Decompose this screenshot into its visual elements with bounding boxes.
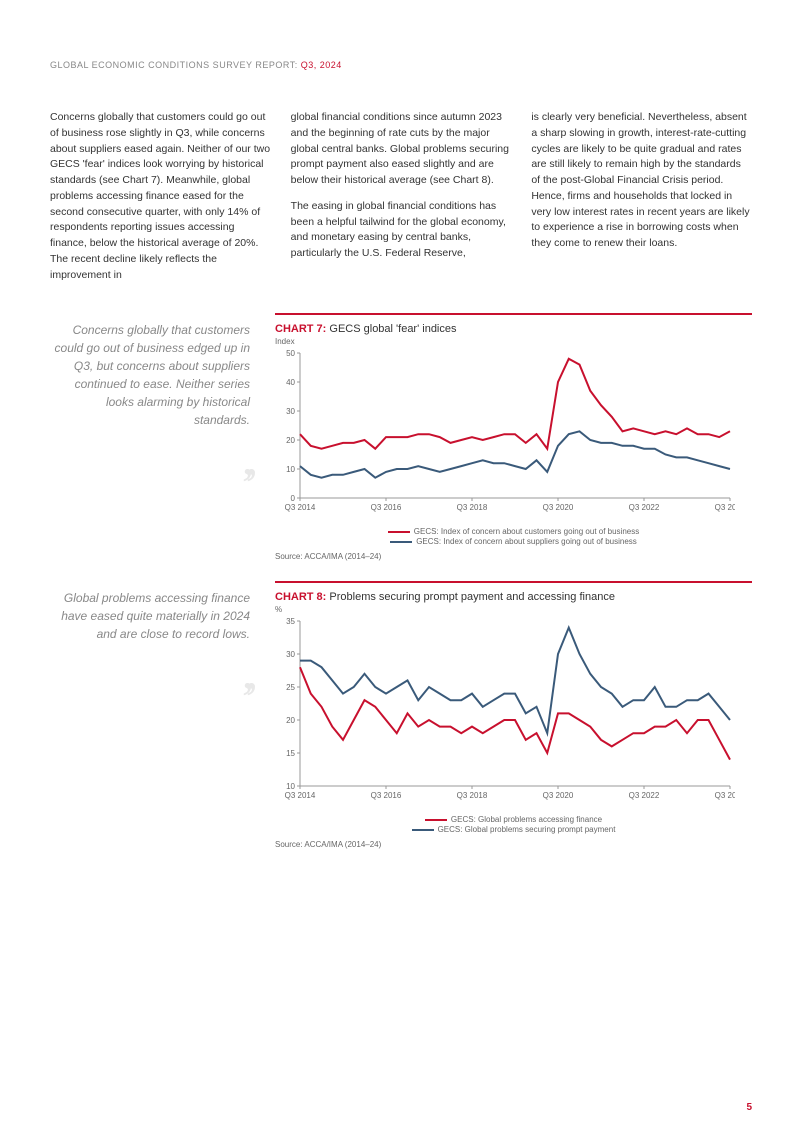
chart7-row: Concerns globally that customers could g… — [50, 313, 752, 561]
chart8-pullquote: Global problems accessing finance have e… — [50, 581, 250, 685]
svg-text:Q3 2016: Q3 2016 — [371, 791, 402, 800]
svg-text:Q3 2024: Q3 2024 — [715, 503, 735, 512]
chart8-ylabel: % — [275, 605, 752, 614]
chart8-legend: GECS: Global problems accessing financeG… — [275, 815, 752, 834]
quote-mark-icon: ,, — [50, 661, 250, 685]
legend-item: GECS: Global problems accessing finance — [275, 815, 752, 824]
body-col-1: Concerns globally that customers could g… — [50, 110, 271, 283]
svg-text:30: 30 — [286, 407, 295, 416]
chart8-pullquote-text: Global problems accessing finance have e… — [61, 591, 250, 641]
svg-text:Q3 2018: Q3 2018 — [457, 503, 488, 512]
legend-item: GECS: Global problems securing prompt pa… — [275, 825, 752, 834]
chart7-svg: 0 10 20 30 40 50 Q3 2014 Q3 2016 Q3 2018 Q3 2020 Q… — [275, 348, 752, 523]
chart8-title-rest: Problems securing prompt payment and acc… — [326, 591, 615, 603]
svg-text:10: 10 — [286, 465, 295, 474]
svg-text:50: 50 — [286, 349, 295, 358]
svg-text:Q3 2020: Q3 2020 — [543, 791, 574, 800]
svg-text:15: 15 — [286, 749, 295, 758]
header-prefix: GLOBAL ECONOMIC CONDITIONS SURVEY REPORT… — [50, 60, 301, 70]
body-col-2: global financial conditions since autumn… — [291, 110, 512, 283]
svg-text:10: 10 — [286, 782, 295, 791]
chart7-title-rest: GECS global 'fear' indices — [326, 323, 456, 335]
svg-text:Q3 2022: Q3 2022 — [629, 791, 660, 800]
chart8-source: Source: ACCA/IMA (2014–24) — [275, 840, 752, 849]
body-col-2a: global financial conditions since autumn… — [291, 110, 512, 189]
svg-text:25: 25 — [286, 683, 295, 692]
svg-text:Q3 2018: Q3 2018 — [457, 791, 488, 800]
body-col-3: is clearly very beneficial. Nevertheless… — [531, 110, 752, 283]
chart7-title-label: CHART 7: — [275, 323, 326, 335]
chart7-legend: GECS: Index of concern about customers g… — [275, 527, 752, 546]
body-columns: Concerns globally that customers could g… — [50, 110, 752, 283]
chart8-area: CHART 8: Problems securing prompt paymen… — [275, 581, 752, 849]
chart7-area: CHART 7: GECS global 'fear' indices Inde… — [275, 313, 752, 561]
svg-text:Q3 2014: Q3 2014 — [285, 791, 316, 800]
chart7-ylabel: Index — [275, 337, 752, 346]
svg-text:20: 20 — [286, 436, 295, 445]
svg-text:35: 35 — [286, 617, 295, 626]
chart7-title: CHART 7: GECS global 'fear' indices — [275, 323, 752, 335]
svg-text:30: 30 — [286, 650, 295, 659]
legend-item: GECS: Index of concern about suppliers g… — [275, 537, 752, 546]
svg-text:Q3 2024: Q3 2024 — [715, 791, 735, 800]
chart8-svg: 10 15 20 25 30 35 Q3 2014 Q3 2016 Q3 2018 Q3 2020… — [275, 616, 752, 811]
svg-text:Q3 2022: Q3 2022 — [629, 503, 660, 512]
chart8-row: Global problems accessing finance have e… — [50, 581, 752, 849]
chart7-source: Source: ACCA/IMA (2014–24) — [275, 552, 752, 561]
report-header: GLOBAL ECONOMIC CONDITIONS SURVEY REPORT… — [50, 60, 752, 70]
chart7-pullquote: Concerns globally that customers could g… — [50, 313, 250, 471]
legend-item: GECS: Index of concern about customers g… — [275, 527, 752, 536]
svg-text:0: 0 — [291, 494, 296, 503]
chart8-title-label: CHART 8: — [275, 591, 326, 603]
header-period: Q3, 2024 — [301, 60, 342, 70]
chart8-title: CHART 8: Problems securing prompt paymen… — [275, 591, 752, 603]
svg-text:Q3 2016: Q3 2016 — [371, 503, 402, 512]
svg-text:40: 40 — [286, 378, 295, 387]
svg-text:Q3 2014: Q3 2014 — [285, 503, 316, 512]
body-col-2b: The easing in global financial condition… — [291, 199, 512, 262]
chart7-pullquote-text: Concerns globally that customers could g… — [55, 323, 250, 427]
page-number: 5 — [746, 1102, 752, 1113]
svg-text:20: 20 — [286, 716, 295, 725]
quote-mark-icon: ,, — [50, 447, 250, 471]
svg-text:Q3 2020: Q3 2020 — [543, 503, 574, 512]
